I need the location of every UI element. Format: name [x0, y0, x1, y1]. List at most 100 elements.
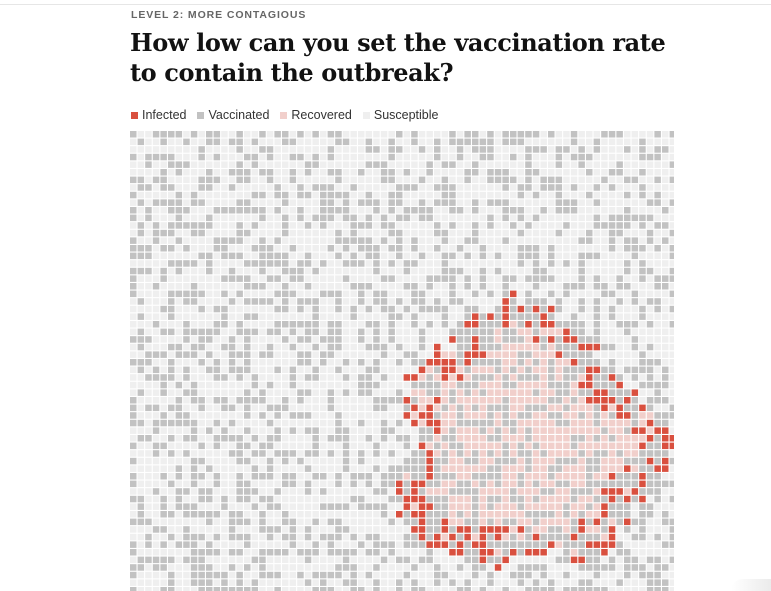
grid-cell: [190, 404, 198, 412]
grid-cell: [662, 199, 669, 206]
grid-cell: [464, 571, 471, 579]
grid-cell: [624, 419, 631, 427]
grid-cell: [168, 199, 175, 206]
grid-cell: [137, 252, 145, 260]
grid-cell: [236, 419, 243, 427]
grid-cell: [137, 579, 145, 586]
grid-cell: [342, 419, 350, 427]
grid-cell: [183, 359, 190, 366]
grid-cell: [228, 252, 236, 260]
grid-cell: [251, 564, 259, 571]
grid-cell: [578, 305, 585, 313]
grid-cell: [555, 435, 563, 442]
grid-cell: [578, 579, 585, 586]
grid-cell: [130, 161, 137, 168]
grid-cell: [418, 298, 426, 305]
grid-cell: [449, 442, 456, 450]
grid-cell: [236, 169, 243, 176]
grid-cell: [312, 533, 319, 541]
grid-cell: [327, 397, 335, 404]
grid-cell: [244, 526, 251, 533]
grid-cell: [206, 245, 213, 252]
grid-cell: [578, 283, 585, 290]
grid-cell: [418, 564, 426, 571]
grid-cell: [593, 427, 601, 434]
grid-cell: [608, 442, 616, 450]
grid-cell: [472, 419, 479, 427]
grid-cell: [251, 419, 259, 427]
grid-cell: [517, 184, 525, 191]
grid-cell: [662, 267, 669, 275]
grid-cell: [221, 442, 228, 450]
grid-cell: [601, 564, 608, 571]
grid-cell: [464, 465, 471, 472]
grid-cell: [152, 397, 160, 404]
grid-cell: [631, 450, 639, 457]
grid-cell: [669, 579, 674, 586]
grid-cell: [236, 328, 243, 336]
simulation-grid[interactable]: [130, 131, 674, 591]
grid-cell: [312, 222, 319, 229]
grid-cell: [388, 389, 395, 396]
grid-cell: [274, 245, 281, 252]
grid-cell: [160, 457, 167, 465]
grid-cell: [327, 518, 335, 526]
grid-cell: [525, 549, 532, 556]
grid-cell: [190, 153, 198, 161]
grid-cell: [183, 389, 190, 396]
grid-cell: [555, 351, 563, 358]
grid-cell: [669, 283, 674, 290]
grid-cell: [472, 564, 479, 571]
grid-cell: [130, 343, 137, 351]
grid-cell: [289, 169, 297, 176]
grid-cell: [502, 260, 509, 267]
grid-cell: [525, 184, 532, 191]
grid-cell: [259, 290, 266, 298]
grid-cell: [502, 397, 509, 404]
grid-cell: [198, 412, 205, 419]
grid-cell: [624, 450, 631, 457]
grid-cell: [502, 214, 509, 222]
grid-cell: [274, 587, 281, 591]
grid-cell: [624, 359, 631, 366]
grid-cell: [411, 503, 418, 510]
grid-cell: [517, 313, 525, 320]
grid-cell: [449, 412, 456, 419]
grid-cell: [646, 321, 654, 328]
grid-cell: [639, 442, 646, 450]
grid-cell: [358, 366, 365, 374]
grid-cell: [456, 579, 464, 586]
grid-cell: [130, 473, 137, 480]
grid-cell: [548, 245, 555, 252]
grid-cell: [441, 404, 449, 412]
grid-cell: [304, 214, 312, 222]
grid-cell: [646, 191, 654, 199]
grid-cell: [175, 290, 183, 298]
grid-cell: [487, 457, 494, 465]
grid-cell: [624, 412, 631, 419]
grid-cell: [183, 199, 190, 206]
grid-cell: [320, 245, 327, 252]
grid-cell: [183, 321, 190, 328]
grid-cell: [297, 138, 304, 146]
grid-cell: [145, 412, 152, 419]
grid-cell: [631, 549, 639, 556]
grid-cell: [418, 366, 426, 374]
grid-cell: [411, 351, 418, 358]
grid-cell: [145, 252, 152, 260]
grid-cell: [137, 275, 145, 282]
grid-cell: [441, 412, 449, 419]
grid-cell: [380, 245, 388, 252]
grid-cell: [289, 328, 297, 336]
grid-cell: [631, 381, 639, 389]
grid-cell: [190, 518, 198, 526]
grid-cell: [130, 495, 137, 503]
grid-cell: [494, 412, 502, 419]
grid-cell: [198, 435, 205, 442]
grid-cell: [396, 435, 403, 442]
grid-cell: [358, 321, 365, 328]
grid-cell: [411, 313, 418, 320]
grid-cell: [479, 457, 487, 465]
grid-cell: [190, 260, 198, 267]
grid-cell: [639, 176, 646, 184]
